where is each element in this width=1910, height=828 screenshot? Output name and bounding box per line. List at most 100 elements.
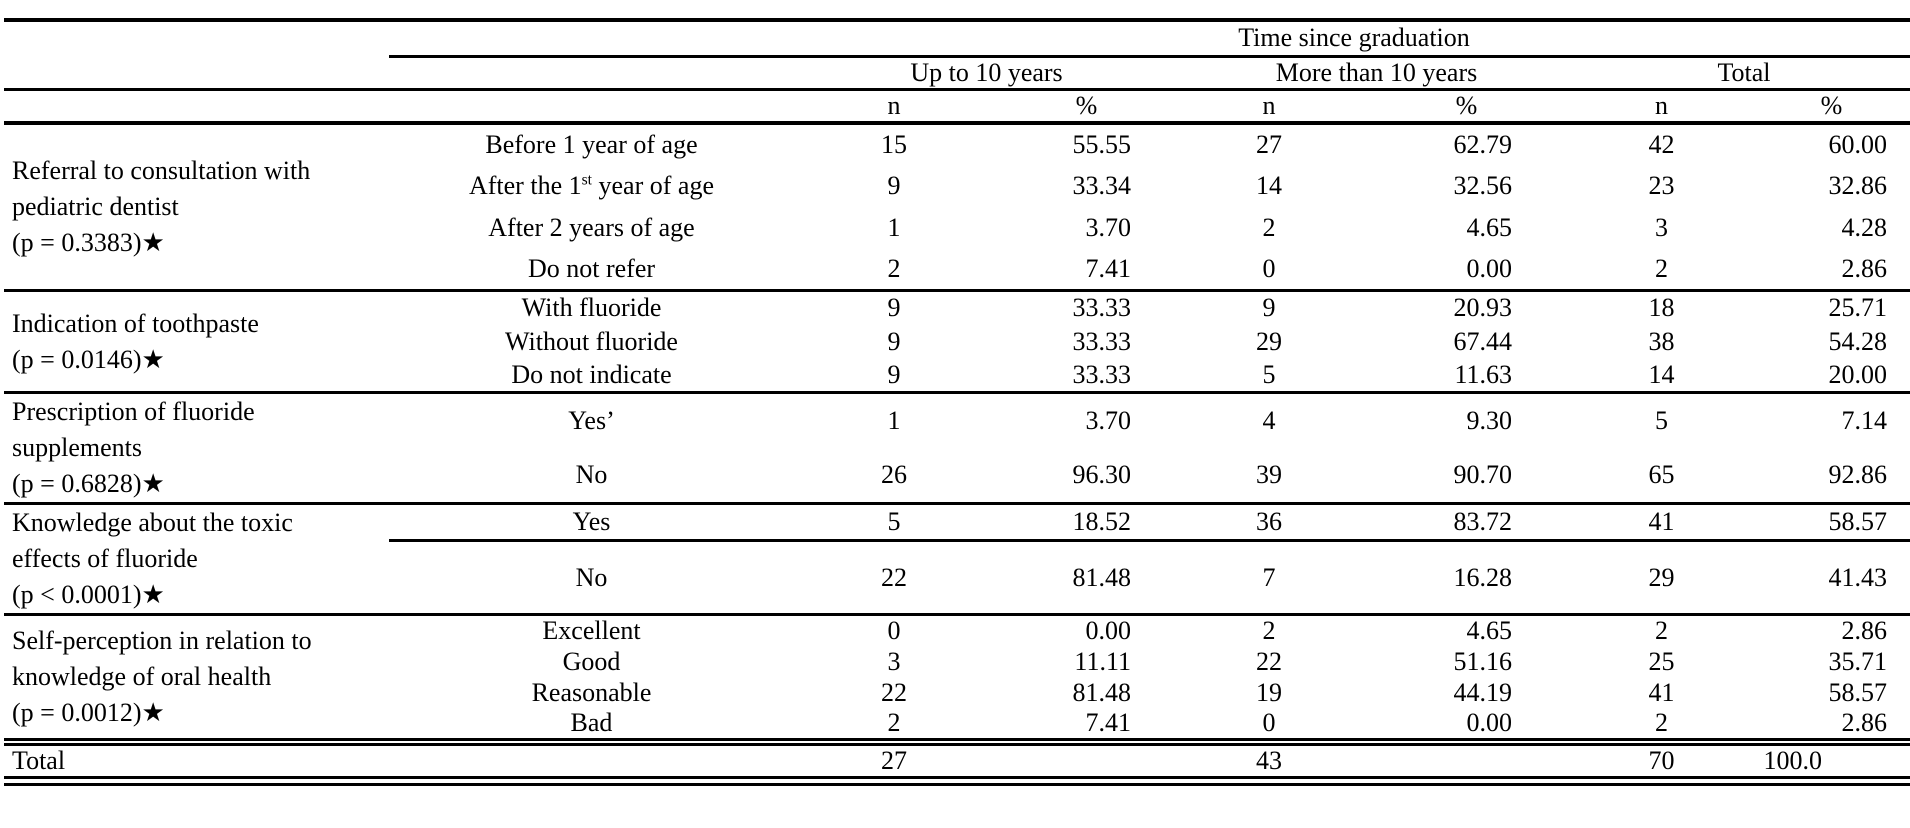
cell-percent: 3.70 — [1085, 406, 1132, 435]
cell-percent: 32.86 — [1828, 170, 1888, 200]
row-option: No — [389, 540, 794, 616]
cell-n: 2 — [1262, 212, 1276, 242]
row-option: Do not refer — [389, 248, 794, 292]
cell-n: 25 — [1648, 646, 1675, 676]
cell-n-total: 43 — [1179, 742, 1359, 786]
cell-n: 22 — [1256, 646, 1282, 676]
table-row: Good 3 11.11 22 51.16 25 35.71 — [4, 646, 1910, 677]
cell-n: 0 — [1179, 708, 1359, 746]
cell-n: 42 — [1648, 129, 1675, 159]
category-line: knowledge of oral health — [12, 662, 272, 691]
cell-n: 18 — [1648, 293, 1675, 323]
cell-n: 2 — [1574, 248, 1749, 292]
cell-n-total: 70 — [1574, 742, 1749, 786]
total-row: Total 27 43 70 100.0 — [4, 742, 1910, 786]
cell-n: 29 — [1256, 326, 1282, 356]
cell-percent: 51.16 — [1453, 646, 1513, 676]
cell-n: 0 — [1179, 248, 1359, 292]
cell-n: 5 — [794, 503, 994, 542]
category-line: Prescription of fluoride — [12, 397, 255, 426]
cell-n: 2 — [794, 248, 994, 292]
cell-percent: 9.30 — [1466, 406, 1513, 435]
category-line: Self-perception in relation to — [12, 626, 312, 655]
cell-percent: 0.00 — [1085, 616, 1132, 645]
cell-n: 36 — [1179, 503, 1359, 542]
total-label: Total — [4, 742, 794, 786]
cell-n: 29 — [1574, 540, 1749, 616]
cell-percent: 16.28 — [1359, 540, 1574, 616]
row-option: Do not indicate — [389, 358, 794, 394]
header-subcol-percent: % — [994, 89, 1179, 125]
row-option: Bad — [389, 708, 794, 746]
cell-percent: 18.52 — [994, 503, 1179, 542]
cell-n: 65 — [1574, 448, 1749, 505]
header-subcol-n: n — [1574, 89, 1749, 125]
cell-percent: 83.72 — [1359, 503, 1574, 542]
cell-percent: 7.14 — [1841, 406, 1888, 435]
cell-n: 4 — [1262, 406, 1276, 435]
cell-n: 9 — [887, 326, 901, 356]
cell-n: 39 — [1179, 448, 1359, 505]
cell-percent: 33.34 — [1072, 170, 1132, 200]
header-col-group-more-than-10: More than 10 years — [1179, 56, 1574, 91]
header-spanner: Time since graduation — [794, 20, 1910, 58]
cell-percent: 7.41 — [994, 708, 1179, 746]
cell-percent: 7.41 — [994, 248, 1179, 292]
row-option: After 2 years of age — [488, 212, 695, 242]
row-option: Yes’ — [568, 406, 615, 435]
cell-n: 0 — [887, 616, 901, 645]
cell-n: 2 — [1574, 708, 1749, 746]
cell-n: 22 — [794, 540, 994, 616]
row-option: Good — [562, 646, 621, 676]
header-subcol-percent: % — [1359, 89, 1574, 125]
cell-n: 1 — [887, 212, 901, 242]
cell-percent: 2.86 — [1749, 248, 1910, 292]
table-row: Do not refer 2 7.41 0 0.00 2 2.86 — [4, 248, 1910, 292]
row-option: Without fluoride — [505, 326, 678, 356]
cell-n: 23 — [1648, 170, 1675, 200]
table-row: Bad 2 7.41 0 0.00 2 2.86 — [4, 708, 1910, 746]
cell-percent: 35.71 — [1828, 646, 1888, 676]
cell-n: 2 — [1655, 616, 1668, 645]
table-row: Reasonable 22 81.48 19 44.19 41 58.57 — [4, 677, 1910, 708]
cell-percent-total — [994, 742, 1179, 786]
header-row-groups: Up to 10 years More than 10 years Total — [4, 56, 1910, 91]
category-line: Knowledge about the toxic — [12, 508, 293, 537]
row-option: With fluoride — [521, 293, 662, 323]
cell-n: 9 — [1262, 293, 1276, 323]
cell-percent: 4.65 — [1466, 616, 1513, 645]
category-line: effects of fluoride — [12, 544, 198, 573]
cell-n: 2 — [1262, 616, 1276, 645]
header-empty-cell — [4, 20, 389, 56]
cell-percent: 81.48 — [1072, 677, 1132, 707]
table-row: No 22 81.48 7 16.28 29 41.43 — [4, 540, 1910, 616]
header-col-group-total: Total — [1574, 56, 1910, 91]
row-option: Yes — [389, 503, 794, 542]
category-label-self-perception: Self-perception in relation to knowledge… — [4, 614, 389, 746]
row-option: No — [389, 448, 794, 505]
category-line: (p = 0.3383)★ — [12, 227, 165, 257]
cell-percent: 54.28 — [1828, 326, 1888, 356]
cell-n: 7 — [1179, 540, 1359, 616]
row-option: Reasonable — [531, 677, 652, 707]
category-line: Indication of toothpaste — [12, 308, 259, 338]
cell-percent: 60.00 — [1828, 129, 1888, 159]
header-subcol-n: n — [794, 89, 994, 125]
results-table: Time since graduation Up to 10 years Mor… — [4, 18, 1910, 786]
table-row: Prescription of fluoride supplements (p … — [4, 392, 1910, 505]
cell-percent: 58.57 — [1828, 677, 1888, 707]
table-row: Do not indicate 9 33.33 5 11.63 14 20.00 — [4, 358, 1910, 394]
cell-n: 27 — [1256, 129, 1282, 159]
cell-percent: 33.33 — [1072, 326, 1132, 356]
category-label-supplements: Prescription of fluoride supplements (p … — [4, 392, 389, 505]
cell-percent: 81.48 — [994, 540, 1179, 616]
table-row: Without fluoride 9 33.33 29 67.44 38 54.… — [4, 325, 1910, 359]
cell-n: 5 — [1179, 358, 1359, 394]
option-text: After the 1 — [468, 170, 582, 200]
cell-n: 2 — [794, 708, 994, 746]
cell-percent: 4.65 — [1466, 212, 1513, 242]
cell-percent: 0.00 — [1359, 708, 1574, 746]
table-row: Self-perception in relation to knowledge… — [4, 614, 1910, 746]
table-row: After the 1st year of age 9 33.34 14 32.… — [4, 165, 1910, 207]
header-subcol-percent: % — [1749, 89, 1910, 125]
